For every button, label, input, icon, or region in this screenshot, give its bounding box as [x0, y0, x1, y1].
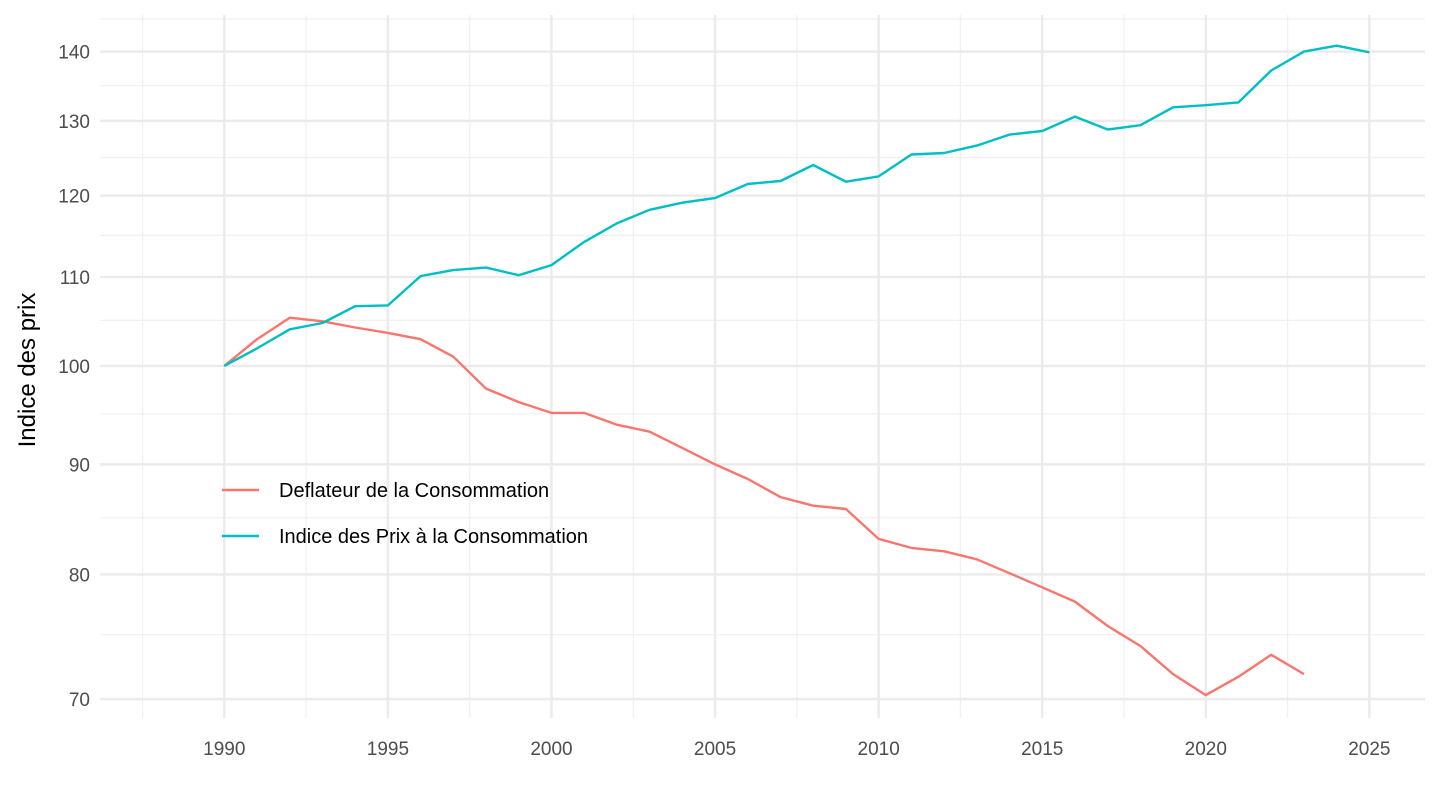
- x-tick-label: 1995: [367, 739, 409, 760]
- legend: Deflateur de la Consommation Indice des P…: [222, 480, 588, 548]
- legend-label-1: Deflateur de la Consommation: [279, 480, 549, 502]
- x-tick-label: 2000: [530, 739, 572, 760]
- y-tick-label: 100: [58, 357, 90, 378]
- y-tick-label: 80: [69, 565, 90, 586]
- x-tick-label: 2005: [694, 739, 736, 760]
- x-tick-label: 1990: [203, 739, 245, 760]
- y-axis-tick-labels: 70 80 90 100 110 120 130 140: [58, 43, 90, 711]
- x-tick-label: 2025: [1348, 739, 1390, 760]
- x-tick-label: 2020: [1185, 739, 1227, 760]
- major-gridlines: [100, 15, 1425, 718]
- y-tick-label: 140: [58, 43, 90, 64]
- series-line-1: [223, 316, 1305, 697]
- series-line-2: [223, 44, 1370, 367]
- x-axis-tick-labels: 1990 1995 2000 2005 2010 2015 2020 2025: [203, 739, 1390, 760]
- x-tick-label: 2010: [858, 739, 900, 760]
- y-tick-label: 70: [69, 690, 90, 711]
- y-tick-label: 110: [60, 268, 90, 289]
- y-tick-label: 130: [58, 112, 90, 133]
- y-tick-label: 90: [69, 455, 90, 476]
- minor-gridlines: [100, 15, 1425, 718]
- legend-label-2: Indice des Prix à la Consommation: [279, 526, 588, 548]
- x-tick-label: 2015: [1021, 739, 1063, 760]
- y-axis-title: Indice des prix: [14, 293, 41, 448]
- series-layer: [223, 44, 1370, 697]
- y-tick-label: 120: [58, 187, 90, 208]
